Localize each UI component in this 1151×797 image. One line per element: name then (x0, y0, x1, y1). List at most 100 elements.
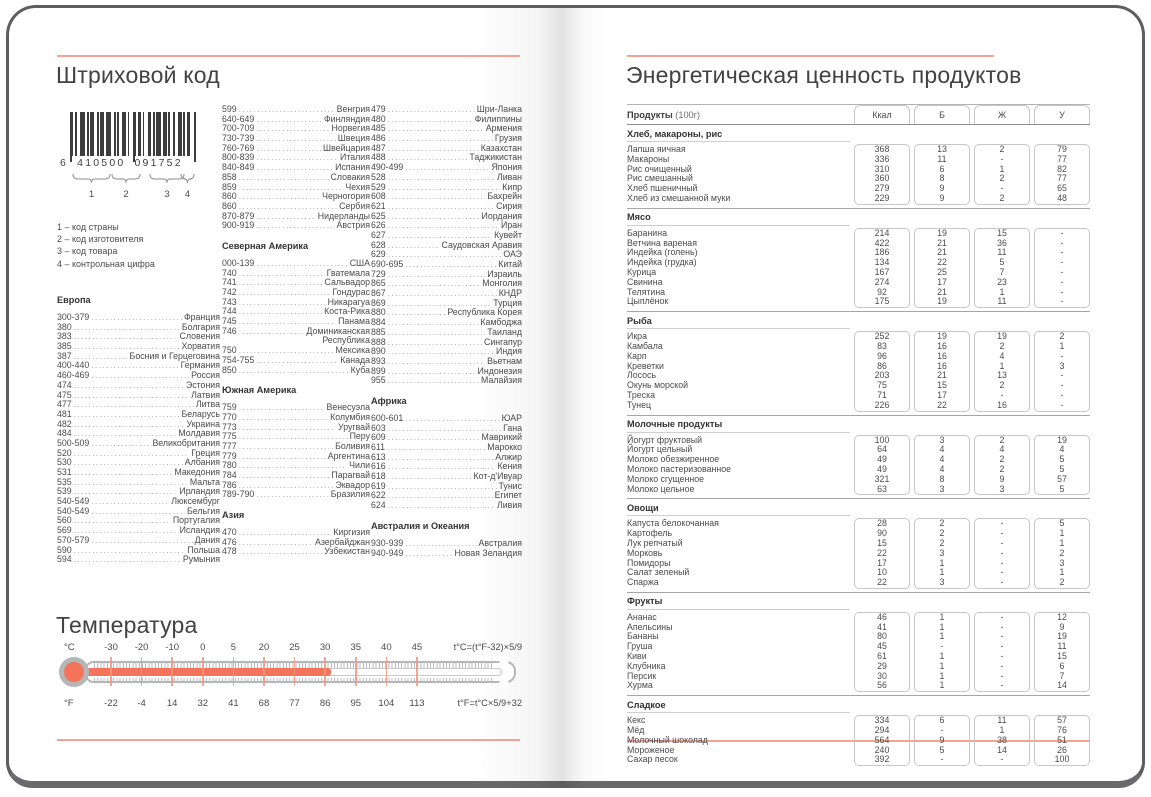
country-code: 500-509 (57, 437, 90, 448)
country-code-entry: 729 Израиль (371, 269, 522, 279)
product-value: 46 (877, 611, 887, 622)
leader-dots (74, 419, 185, 429)
product-value: 64 (877, 444, 887, 455)
country-code-entry: 484 Молдавия (57, 428, 220, 438)
product-value: 45 (877, 641, 887, 652)
product-value: 368 (874, 144, 890, 154)
region-block: Африка 600-601 ЮАР 603 Гана 609 Маврикий 611 Мар… (371, 396, 522, 510)
product-value: 240 (874, 744, 890, 755)
barcode-bar (168, 112, 170, 156)
product-value: - (940, 754, 944, 765)
country-name: Португалия (172, 515, 220, 526)
product-name: Камбала (627, 340, 663, 351)
region-title: Африка (371, 395, 407, 406)
country-code: 618 (371, 471, 386, 482)
country-code-entry: 890 Индия (371, 346, 522, 356)
country-name: Индонезия (477, 365, 522, 376)
leader-dots (405, 538, 476, 548)
fahrenheit-tick-label: 113 (409, 698, 425, 709)
leader-dots (239, 277, 323, 287)
leader-dots (239, 316, 336, 326)
product-value: 1 (999, 286, 1005, 297)
country-name: Кипр (502, 181, 522, 192)
product-value: - (1000, 518, 1004, 529)
barcode-brace (149, 173, 185, 184)
product-value: 11 (1057, 641, 1067, 652)
country-code: 613 (371, 451, 386, 462)
country-name: Грузия (494, 133, 522, 144)
country-code-entry: 560 Португалия (57, 515, 220, 525)
country-name: Египет (494, 490, 522, 501)
product-value: 2 (999, 144, 1005, 154)
leader-dots (74, 448, 190, 458)
country-code-entry: 460-469 Россия (57, 370, 220, 380)
country-name: Шри-Ланка (476, 104, 522, 114)
country-name: Россия (191, 370, 220, 381)
product-value: 2 (999, 192, 1005, 203)
barcode-bar (75, 112, 77, 156)
leader-dots (74, 409, 180, 419)
country-code-entry: 470 Киргизия (222, 527, 370, 537)
country-code: 744 (222, 306, 237, 317)
country-name: Сальвадор (324, 277, 370, 288)
leader-dots (239, 104, 335, 114)
country-code-entry: 539 Ирландия (57, 486, 220, 496)
leader-dots (239, 527, 332, 537)
product-value: 29 (877, 660, 887, 671)
product-value: - (1000, 567, 1004, 578)
leader-dots (91, 438, 150, 448)
product-value: 9 (1059, 621, 1065, 632)
product-name: Рис очищенный (627, 163, 692, 174)
leader-dots (239, 422, 336, 432)
product-name: Бананы (627, 631, 659, 642)
product-value: 1 (939, 567, 945, 578)
product-value: 3 (939, 547, 945, 558)
barcode-legend-line: 2 – код изготовителя (57, 234, 144, 245)
region-title: Европа (57, 295, 91, 305)
country-name: Кувейт (494, 229, 522, 240)
country-code: 786 (222, 479, 237, 490)
country-code: 487 (371, 142, 386, 153)
country-code-entry: 750 Мексика (222, 345, 370, 355)
barcode-part-label: 1 (89, 189, 94, 200)
section-body: Капуста белокочанная Картофель Лук репчаты… (627, 516, 1090, 592)
country-name: Киргизия (333, 527, 370, 538)
product-value: 82 (1057, 163, 1067, 174)
product-value: 203 (874, 370, 890, 381)
column-header-box: Б (914, 105, 970, 124)
section-title: Сладкое (627, 699, 666, 710)
country-code: 619 (371, 480, 386, 491)
country-name: Армения (485, 123, 522, 134)
country-name: Тунис (498, 480, 522, 491)
country-code: 754-755 (222, 354, 255, 365)
product-value: 2 (999, 434, 1005, 445)
product-value: 3 (939, 577, 945, 588)
country-code-entry: 741 Сальвадор (222, 277, 370, 287)
fahrenheit-scale-labels: -22 -4 14 32 41 68 77 86 95 104 113 (96, 698, 432, 709)
thermometer-notch-bottom (499, 679, 509, 689)
celsius-tick-label: 30 (319, 642, 331, 653)
product-value: 38 (997, 734, 1007, 745)
country-code: 478 (222, 546, 237, 557)
product-value: 336 (874, 153, 890, 164)
product-value: 564 (874, 734, 890, 745)
country-code-entry: 742 Гондурас (222, 287, 370, 297)
column-header-box: У (1034, 105, 1090, 124)
product-value: 100 (874, 434, 890, 445)
leader-dots (256, 355, 338, 365)
product-value: 48 (1057, 192, 1067, 203)
barcode-bar (127, 112, 130, 156)
country-code: 385 (57, 341, 72, 352)
product-value: 22 (937, 257, 947, 268)
celsius-unit-label: °C (64, 642, 75, 653)
product-value: 30 (877, 670, 887, 681)
product-value: - (1000, 651, 1004, 662)
product-value: - (1000, 670, 1004, 681)
country-name: Франция (183, 312, 220, 322)
product-value: 252 (874, 331, 890, 342)
country-code: 530 (57, 457, 72, 468)
country-code: 900-919 (222, 220, 255, 231)
country-code: 594 (57, 554, 72, 565)
region-block: Европа 300-379 Франция 380 Болгария 383 Словен… (57, 295, 220, 564)
leader-dots (239, 201, 337, 211)
